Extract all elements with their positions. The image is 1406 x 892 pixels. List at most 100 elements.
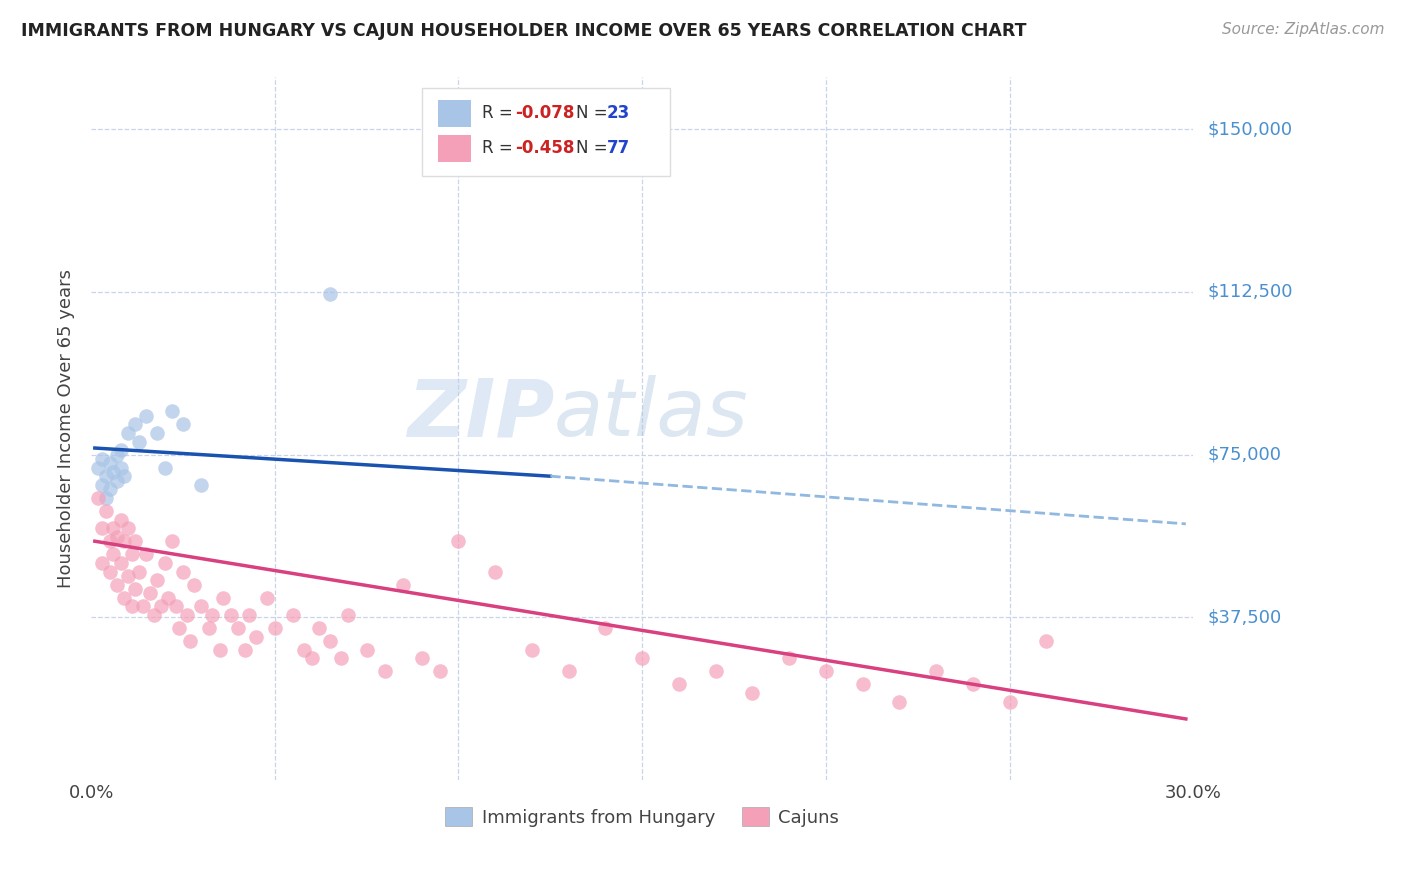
Point	[121, 599, 143, 614]
Point	[112, 591, 135, 605]
Point	[301, 651, 323, 665]
Point	[1035, 634, 1057, 648]
Point	[741, 686, 763, 700]
Point	[374, 665, 396, 679]
Text: ZIP: ZIP	[406, 376, 554, 453]
Point	[169, 621, 191, 635]
Point	[94, 469, 117, 483]
Point	[121, 547, 143, 561]
Point	[429, 665, 451, 679]
Point	[124, 582, 146, 596]
Point	[94, 491, 117, 505]
Point	[103, 547, 125, 561]
Point	[110, 512, 132, 526]
Point	[179, 634, 201, 648]
Point	[319, 287, 342, 301]
Point	[190, 599, 212, 614]
Point	[124, 534, 146, 549]
Point	[128, 434, 150, 449]
Point	[595, 621, 617, 635]
Point	[668, 677, 690, 691]
Point	[135, 547, 157, 561]
Point	[103, 465, 125, 479]
Text: $150,000: $150,000	[1208, 120, 1292, 138]
Text: R =: R =	[482, 104, 519, 122]
Point	[105, 530, 128, 544]
Point	[160, 534, 183, 549]
Point	[319, 634, 342, 648]
Point	[484, 565, 506, 579]
Point	[219, 607, 242, 622]
Legend: Immigrants from Hungary, Cajuns: Immigrants from Hungary, Cajuns	[439, 800, 846, 834]
Point	[131, 599, 153, 614]
Point	[105, 577, 128, 591]
Point	[190, 478, 212, 492]
Text: atlas: atlas	[554, 376, 749, 453]
Point	[172, 417, 194, 432]
Point	[105, 448, 128, 462]
Point	[124, 417, 146, 432]
Point	[153, 460, 176, 475]
Point	[135, 409, 157, 423]
Point	[160, 404, 183, 418]
Point	[308, 621, 330, 635]
Point	[392, 577, 415, 591]
Point	[292, 642, 315, 657]
Point	[91, 478, 114, 492]
Point	[631, 651, 654, 665]
Point	[146, 573, 169, 587]
Point	[117, 521, 139, 535]
Point	[87, 460, 110, 475]
Point	[110, 556, 132, 570]
Text: IMMIGRANTS FROM HUNGARY VS CAJUN HOUSEHOLDER INCOME OVER 65 YEARS CORRELATION CH: IMMIGRANTS FROM HUNGARY VS CAJUN HOUSEHO…	[21, 22, 1026, 40]
Point	[520, 642, 543, 657]
Point	[91, 556, 114, 570]
Point	[778, 651, 800, 665]
FancyBboxPatch shape	[439, 100, 471, 127]
Point	[245, 630, 267, 644]
Point	[98, 534, 121, 549]
Point	[91, 521, 114, 535]
Point	[110, 443, 132, 458]
Text: N =: N =	[576, 139, 613, 157]
Text: $37,500: $37,500	[1208, 608, 1281, 626]
Point	[128, 565, 150, 579]
Text: Source: ZipAtlas.com: Source: ZipAtlas.com	[1222, 22, 1385, 37]
Point	[212, 591, 235, 605]
Point	[112, 534, 135, 549]
Point	[256, 591, 278, 605]
Point	[142, 607, 165, 622]
Text: $112,500: $112,500	[1208, 283, 1292, 301]
Point	[110, 460, 132, 475]
Point	[201, 607, 224, 622]
Point	[925, 665, 948, 679]
Point	[557, 665, 579, 679]
Point	[98, 456, 121, 470]
FancyBboxPatch shape	[422, 88, 669, 176]
Point	[87, 491, 110, 505]
Text: $75,000: $75,000	[1208, 445, 1281, 464]
Point	[889, 695, 911, 709]
Point	[814, 665, 837, 679]
Point	[962, 677, 984, 691]
Point	[704, 665, 727, 679]
Point	[238, 607, 260, 622]
Point	[172, 565, 194, 579]
Text: R =: R =	[482, 139, 519, 157]
Point	[98, 565, 121, 579]
Point	[337, 607, 360, 622]
Point	[139, 586, 162, 600]
Point	[176, 607, 198, 622]
Point	[153, 556, 176, 570]
Text: 77: 77	[607, 139, 630, 157]
Point	[117, 569, 139, 583]
Point	[183, 577, 205, 591]
Point	[263, 621, 285, 635]
Point	[208, 642, 231, 657]
Point	[112, 469, 135, 483]
FancyBboxPatch shape	[439, 135, 471, 161]
Point	[998, 695, 1021, 709]
Point	[98, 482, 121, 496]
Point	[411, 651, 433, 665]
Point	[157, 591, 180, 605]
